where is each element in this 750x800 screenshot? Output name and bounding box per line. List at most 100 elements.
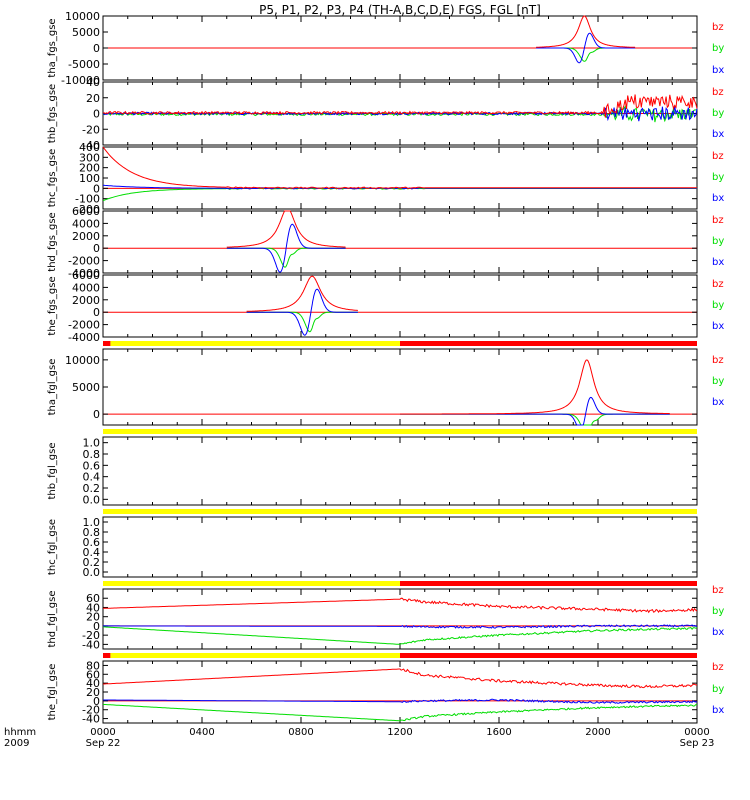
y-tick-label: -100 <box>75 193 100 206</box>
y-tick-label: 20 <box>86 686 100 699</box>
flag-segment <box>400 581 697 586</box>
y-tick-label: 0 <box>93 42 100 55</box>
flag-segment <box>103 653 111 658</box>
y-axis-label: thb_fgs_gse <box>47 84 58 143</box>
y-tick-label: 6000 <box>72 205 100 218</box>
y-tick-label: -20 <box>82 629 100 642</box>
y-tick-label: 0 <box>93 408 100 421</box>
y-tick-label: 5000 <box>72 26 100 39</box>
legend-bz: bz <box>712 215 724 226</box>
legend-by: by <box>712 172 724 183</box>
y-tick-label: 0 <box>93 306 100 319</box>
y-tick-label: -40 <box>82 713 100 726</box>
y-tick-label: 40 <box>86 76 100 89</box>
legend-by: by <box>712 684 724 695</box>
series-by <box>102 703 698 722</box>
series-bz <box>102 597 698 614</box>
y-tick-label: -4000 <box>68 267 100 280</box>
y-tick-label: 0.2 <box>83 482 101 495</box>
series-by <box>246 311 358 333</box>
x-tick-date: Sep 23 <box>680 738 715 749</box>
series-bz <box>536 15 636 48</box>
y-tick-label: 60 <box>86 592 100 605</box>
flag-segment <box>400 341 697 346</box>
series-bz <box>226 210 346 248</box>
panel-frame <box>102 660 698 724</box>
y-axis-label: the_fgl_gse <box>47 664 58 721</box>
legend-bz: bz <box>712 87 724 98</box>
y-tick-label: -20 <box>82 123 100 136</box>
y-tick-label: 10000 <box>65 10 100 23</box>
series-bz <box>103 668 698 689</box>
y-tick-label: 20 <box>86 92 100 105</box>
legend-bz: bz <box>712 585 724 596</box>
legend-by: by <box>712 43 724 54</box>
x-tick-label: 1600 <box>486 727 511 738</box>
panel-thc_fgl_gse: 1.00.80.60.40.20.0 thc_fgl_gse <box>47 509 698 579</box>
y-tick-label: 10000 <box>65 354 100 367</box>
panel-frame <box>102 436 698 506</box>
y-axis-label: thb_fgl_gse <box>47 443 58 500</box>
legend-bz: bz <box>712 279 724 290</box>
legend-bx: bx <box>712 705 724 716</box>
x-tick-label: 0800 <box>288 727 313 738</box>
y-tick-label: 0 <box>93 182 100 195</box>
y-tick-label: 0 <box>93 695 100 708</box>
y-tick-label: 0.0 <box>83 566 101 579</box>
y-tick-label: 0 <box>93 108 100 121</box>
legend-bx: bx <box>712 321 724 332</box>
y-tick-label: 0.8 <box>83 526 101 539</box>
series-bz <box>246 275 358 312</box>
y-tick-label: 2000 <box>72 230 100 243</box>
panel-frame <box>102 274 698 338</box>
flag-segment <box>400 653 697 658</box>
y-tick-label: 5000 <box>72 381 100 394</box>
y-tick-label: -4000 <box>68 331 100 344</box>
y-tick-label: -40 <box>82 638 100 651</box>
y-tick-label: -2000 <box>68 319 100 332</box>
x-tick-label: 2000 <box>585 727 610 738</box>
y-tick-label: 4000 <box>72 217 100 230</box>
y-axis-label: tha_fgl_gse <box>47 359 58 416</box>
y-tick-label: 0.6 <box>83 459 101 472</box>
x-tick-label: 0400 <box>189 727 214 738</box>
panel-frame <box>102 210 698 274</box>
series-bz <box>102 146 697 189</box>
flag-segment <box>103 341 111 346</box>
panel-frame <box>102 588 698 650</box>
x-tick-label: 0000 <box>90 727 115 738</box>
flag-segment <box>103 429 697 434</box>
y-tick-label: 40 <box>86 601 100 614</box>
y-tick-label: 6000 <box>72 269 100 282</box>
legend-bz: bz <box>712 22 724 33</box>
panel-thb_fgs_gse: 40 20 0 -20 -40 thb_fgs_gse bz by bx <box>47 76 724 152</box>
x-tick-label: 1200 <box>387 727 412 738</box>
y-tick-label: -5000 <box>68 58 100 71</box>
y-tick-label: 80 <box>86 659 100 672</box>
x-tick-label: 0000 <box>684 727 709 738</box>
y-tick-label: 0.2 <box>83 556 101 569</box>
y-tick-label: 0.4 <box>83 471 101 484</box>
legend-bz: bz <box>712 662 724 673</box>
flag-segment <box>110 653 401 658</box>
y-tick-label: -2000 <box>68 255 100 268</box>
series-by <box>102 626 698 645</box>
legend-bx: bx <box>712 627 724 638</box>
y-axis-label: thc_fgs_gse <box>47 149 58 208</box>
legend-bx: bx <box>712 257 724 268</box>
flag-segment <box>103 581 400 586</box>
legend-bx: bx <box>712 65 724 76</box>
legend-by: by <box>712 108 724 119</box>
y-tick-label: 0.8 <box>83 448 101 461</box>
series-bx <box>226 223 346 273</box>
series-by <box>536 47 636 62</box>
y-tick-label: 0 <box>93 242 100 255</box>
